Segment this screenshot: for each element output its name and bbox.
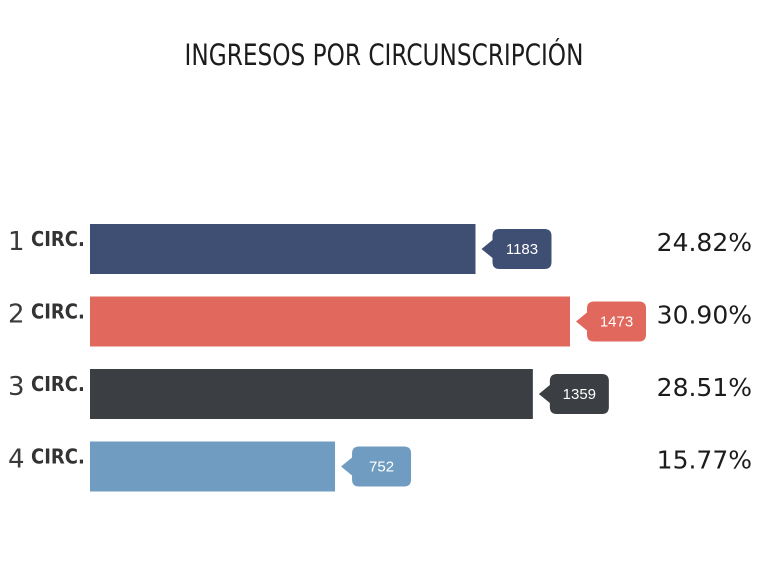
bar-3 [90, 369, 533, 419]
category-number-3: 3 [8, 372, 25, 402]
value-label-4: 752 [369, 459, 394, 476]
value-tag-2 [576, 301, 646, 342]
category-label-4: CIRC. [31, 445, 85, 469]
bar-1 [90, 224, 476, 274]
value-tag-1 [481, 229, 552, 269]
category-number-1: 1 [8, 227, 25, 257]
value-label-1: 1183 [506, 241, 538, 258]
category-label-3: CIRC. [31, 372, 85, 396]
category-label-2: CIRC. [31, 300, 85, 324]
bar-2 [90, 296, 570, 347]
value-tag-4 [341, 446, 412, 487]
category-number-2: 2 [8, 300, 25, 330]
category-label-1: CIRC. [31, 227, 85, 251]
chart-title: INGRESOS POR CIRCUNSCRIPCIÓN [184, 38, 584, 72]
percentage-label-2: 30.90% [657, 301, 752, 330]
percentage-label-3: 28.51% [657, 373, 752, 402]
percentage-label-4: 15.77% [657, 446, 752, 475]
category-number-4: 4 [8, 445, 25, 475]
value-label-3: 1359 [563, 386, 596, 403]
percentage-label-1: 24.82% [657, 228, 752, 257]
value-label-2: 1473 [600, 314, 633, 331]
value-tag-3 [538, 374, 609, 414]
bar-4 [90, 441, 336, 492]
